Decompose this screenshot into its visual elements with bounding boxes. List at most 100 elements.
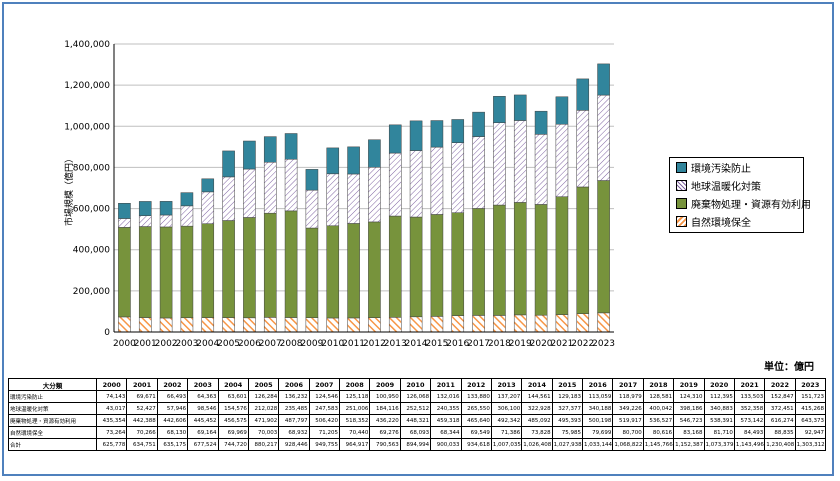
bar-segment-3-2006	[243, 140, 256, 170]
table-cell: 349,226	[612, 402, 644, 415]
table-cell: 506,420	[308, 414, 341, 427]
table-cell: 744,720	[217, 438, 249, 451]
bar-segment-2-2012	[368, 167, 381, 223]
x-tick-label: 2000	[113, 339, 136, 349]
table-header-year: 2008	[338, 378, 371, 391]
table-cell: 71,205	[308, 426, 341, 439]
bar-segment-0-2017	[472, 315, 485, 333]
table-header-year: 2010	[399, 378, 432, 391]
table-cell: 459,318	[430, 414, 462, 427]
table-header-year: 2012	[460, 378, 492, 391]
bar-segment-1-2003	[180, 225, 194, 319]
bar-segment-2-2001	[138, 215, 152, 227]
table-cell: 398,186	[673, 402, 705, 415]
table-cell: 880,217	[247, 438, 280, 451]
y-tick-label: 1,200,000	[64, 81, 110, 91]
table-cell: 1,145,766	[642, 438, 675, 451]
bar-segment-2-2021	[555, 123, 569, 197]
bar-segment-1-2005	[222, 220, 235, 318]
table-cell: 100,950	[369, 390, 401, 403]
table-cell: 129,183	[551, 390, 584, 403]
bar-segment-0-2004	[201, 317, 215, 333]
bar-segment-0-2011	[347, 317, 360, 333]
table-cell: 435,354	[95, 414, 128, 427]
table-cell: 66,493	[156, 390, 189, 403]
x-tick-label: 2017	[467, 339, 490, 349]
bar-segment-3-2003	[180, 192, 194, 207]
bar-segment-0-2019	[513, 314, 527, 333]
table-cell: 64,363	[187, 390, 219, 403]
bar-segment-2-2022	[576, 110, 590, 188]
table-cell: 372,451	[764, 402, 796, 415]
table-cell: 442,606	[156, 414, 189, 427]
table-cell: 495,393	[551, 414, 584, 427]
table-row-label: 合計	[8, 438, 97, 451]
bar-segment-1-2015	[430, 214, 444, 317]
bar-segment-1-2001	[138, 226, 152, 318]
table-row: 自然環境保全 73,264 70,266 68,130 69,164 69,969 70,0…	[8, 426, 827, 439]
x-tick-label: 2007	[259, 339, 282, 349]
table-header-year: 2023	[794, 378, 827, 391]
table-cell: 69,671	[126, 390, 158, 403]
y-tick-label: 600,000	[73, 205, 110, 215]
table-cell: 448,321	[399, 414, 432, 427]
table-header-year: 2015	[551, 378, 584, 391]
table-cell: 68,932	[278, 426, 310, 439]
table-cell: 643,373	[794, 414, 827, 427]
table-cell: 894,994	[399, 438, 432, 451]
legend-swatch-waste	[676, 197, 687, 209]
table-cell: 88,835	[764, 426, 796, 439]
bar-segment-1-2018	[493, 204, 506, 316]
x-tick-label: 2009	[300, 339, 323, 349]
bar-segment-0-2021	[555, 314, 569, 333]
table-cell: 69,164	[187, 426, 219, 439]
table-cell: 251,006	[338, 402, 371, 415]
table-cell: 70,266	[126, 426, 158, 439]
bar-segment-1-2011	[347, 223, 360, 319]
table-header-year: 2016	[581, 378, 614, 391]
table-cell: 235,485	[278, 402, 310, 415]
table-cell: 1,007,035	[490, 438, 523, 451]
unit-label: 単位：億円	[764, 362, 814, 373]
bar-segment-2-2018	[493, 122, 506, 206]
x-tick-label: 2010	[321, 339, 344, 349]
table-header-year: 2020	[703, 378, 735, 391]
bar-segment-3-2007	[263, 136, 277, 163]
bar-segment-3-2018	[493, 96, 506, 124]
bar-segment-1-2023	[597, 180, 610, 314]
table-cell: 68,130	[156, 426, 189, 439]
table-cell: 71,386	[490, 426, 523, 439]
table-cell: 151,723	[794, 390, 827, 403]
table-header-year: 2019	[673, 378, 705, 391]
x-tick-label: 2003	[175, 339, 198, 349]
x-tick-label: 2011	[342, 339, 365, 349]
table-header-category: 大分類	[8, 378, 97, 391]
table-cell: 52,427	[126, 402, 158, 415]
table-cell: 124,546	[308, 390, 341, 403]
bar-segment-3-2023	[597, 63, 610, 96]
bar-segment-3-2005	[222, 150, 235, 178]
table-cell: 573,142	[733, 414, 766, 427]
bar-segment-0-2016	[451, 315, 465, 333]
bar-segment-2-2002	[159, 214, 173, 228]
legend-item-waste: 廃棄物処理・資源有効利用	[670, 194, 811, 212]
table-header-year: 2014	[521, 378, 553, 391]
table-cell: 442,388	[126, 414, 158, 427]
x-tick-label: 2018	[488, 339, 511, 349]
table-cell: 83,168	[673, 426, 705, 439]
table-cell: 75,985	[551, 426, 584, 439]
table-header-year: 2004	[217, 378, 249, 391]
bar-segment-0-2012	[368, 317, 381, 333]
table-header-year: 2013	[490, 378, 523, 391]
legend-item-nature: 自然環境保全	[670, 212, 803, 230]
bar-segment-2-2008	[284, 158, 298, 212]
bar-segment-0-2009	[305, 317, 319, 333]
bar-segment-2-2014	[409, 150, 423, 218]
bar-segment-0-2023	[597, 312, 610, 333]
table-cell: 400,042	[642, 402, 675, 415]
table-cell: 492,342	[490, 414, 523, 427]
bar-segment-1-2020	[534, 204, 548, 316]
bar-segment-1-2002	[159, 226, 173, 319]
table-cell: 112,395	[703, 390, 735, 403]
table-cell: 152,847	[764, 390, 796, 403]
